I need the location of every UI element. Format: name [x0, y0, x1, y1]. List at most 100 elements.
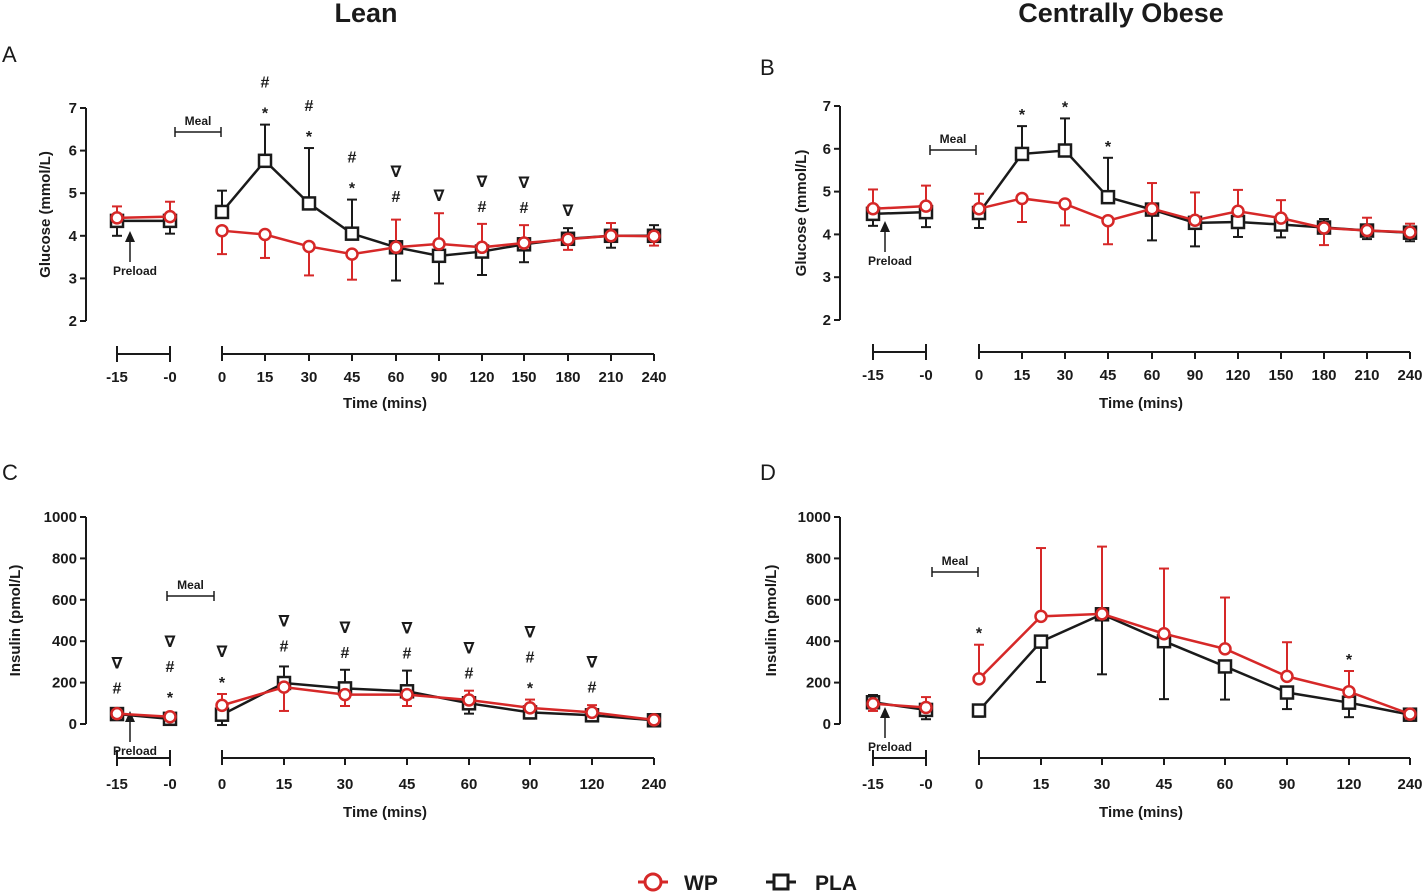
x-tick-label: 15 — [1033, 776, 1050, 793]
significance-triangle: ∇ — [524, 625, 536, 642]
point-pla — [431, 248, 447, 264]
x-tick-label: 90 — [1187, 367, 1204, 384]
meal-label: Meal — [942, 554, 969, 568]
x-tick-label: -15 — [106, 369, 128, 386]
series-line-wp — [221, 685, 655, 722]
x-tick-label: -15 — [862, 776, 884, 793]
point-wp — [215, 698, 229, 713]
point-wp — [302, 239, 316, 254]
panel-letter: B — [760, 55, 775, 80]
panel-letter: A — [2, 42, 17, 67]
point-wp — [1218, 642, 1232, 656]
point-wp — [1342, 684, 1356, 699]
x-tick-label: 60 — [388, 369, 405, 386]
x-tick-label: -0 — [163, 369, 176, 386]
significance-triangle: ∇ — [401, 621, 413, 638]
panel-c-lean-insulin: C 0 200 400 600 800 1000 Insulin (pmol/L) -15 -0 0… — [2, 460, 667, 821]
y-tick-label: 800 — [806, 550, 831, 567]
point-wp — [163, 209, 177, 224]
significance-hash: # — [478, 199, 487, 216]
x-tick-label: 60 — [1144, 367, 1161, 384]
y-axis-label: Glucose (mmol/L) — [37, 151, 54, 278]
point-wp — [919, 700, 933, 715]
significance-asterisk: * — [1105, 139, 1112, 156]
y-tick-label: 400 — [806, 633, 831, 650]
x-axis-label: Time (mins) — [343, 804, 427, 821]
y-tick-label: 600 — [52, 592, 77, 609]
point-wp — [1231, 204, 1245, 219]
significance-triangle: ∇ — [278, 613, 290, 630]
meal-label: Meal — [185, 114, 212, 128]
x-tick-label: 90 — [1279, 776, 1296, 793]
x-tick-label: 15 — [257, 369, 274, 386]
point-wp — [400, 687, 414, 702]
point-wp — [110, 211, 124, 225]
significance-hash: # — [403, 646, 412, 663]
y-tick-label: 4 — [823, 226, 832, 243]
significance-triangle: ∇ — [216, 644, 228, 661]
point-wp — [1360, 223, 1374, 238]
point-pla — [301, 196, 317, 211]
x-axis-label: Time (mins) — [1099, 804, 1183, 821]
x-tick-label: 120 — [1225, 367, 1250, 384]
x-tick-label: 0 — [218, 369, 226, 386]
y-tick-label: 7 — [69, 100, 77, 117]
significance-asterisk: * — [527, 681, 534, 698]
y-tick-label: 800 — [52, 550, 77, 567]
preload-label: Preload — [868, 740, 912, 754]
legend-label-pla: PLA — [815, 872, 857, 895]
point-wp — [277, 680, 291, 694]
significance-triangle: ∇ — [111, 656, 123, 673]
x-tick-label: -0 — [919, 367, 932, 384]
y-axis-label: Glucose (mmol/L) — [793, 150, 810, 277]
x-tick-label: 45 — [399, 776, 416, 793]
significance-hash: # — [465, 666, 474, 683]
x-tick-label: 240 — [641, 369, 666, 386]
significance-triangle: ∇ — [339, 620, 351, 637]
preload-label: Preload — [113, 264, 157, 278]
series-wp — [110, 200, 661, 281]
x-tick-label: 45 — [1156, 776, 1173, 793]
significance-asterisk: * — [262, 106, 269, 123]
x-tick-label: 45 — [1100, 367, 1117, 384]
y-tick-label: 1000 — [44, 509, 77, 526]
point-wp — [1274, 211, 1288, 225]
significance-hash: # — [341, 645, 350, 662]
x-tick-label: 30 — [1057, 367, 1074, 384]
panel-letter: D — [760, 460, 776, 485]
point-wp — [1157, 626, 1171, 641]
preload-label: Preload — [113, 744, 157, 758]
point-wp — [866, 696, 880, 711]
y-tick-label: 6 — [823, 141, 831, 158]
point-pla — [971, 703, 987, 718]
point-wp — [972, 201, 986, 216]
preload-arrow-head — [125, 231, 135, 242]
significance-asterisk: * — [349, 181, 356, 198]
significance-triangle: ∇ — [463, 641, 475, 658]
y-tick-label: 0 — [69, 716, 77, 733]
series-pla — [865, 607, 1418, 722]
point-wp — [1058, 197, 1072, 211]
significance-asterisk: * — [1062, 99, 1069, 116]
significance-hash: # — [261, 75, 270, 92]
point-wp — [475, 240, 489, 255]
legend-item-wp: WP — [638, 872, 718, 895]
x-tick-label: 90 — [522, 776, 539, 793]
point-wp — [215, 223, 229, 238]
point-wp — [462, 693, 476, 707]
x-tick-label: 240 — [1397, 367, 1422, 384]
significance-hash: # — [348, 150, 357, 167]
point-pla — [1100, 189, 1116, 205]
significance-asterisk: * — [167, 690, 174, 707]
legend: WP PLA — [638, 872, 857, 895]
preload-arrow-head — [880, 707, 890, 718]
point-wp — [1101, 213, 1115, 228]
significance-hash: # — [520, 200, 529, 217]
y-tick-label: 4 — [69, 228, 78, 245]
series-line-wp — [116, 712, 171, 719]
point-wp — [1015, 191, 1029, 206]
y-tick-label: 3 — [69, 270, 77, 287]
point-pla — [1279, 685, 1295, 700]
point-wp — [163, 710, 177, 724]
